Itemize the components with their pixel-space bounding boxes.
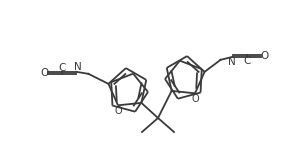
Text: C: C (243, 56, 250, 66)
Text: N: N (73, 62, 81, 72)
Text: O: O (40, 68, 49, 78)
Text: O: O (114, 106, 122, 116)
Text: O: O (260, 51, 269, 61)
Text: C: C (59, 63, 66, 73)
Text: O: O (191, 94, 199, 104)
Text: N: N (228, 57, 235, 67)
